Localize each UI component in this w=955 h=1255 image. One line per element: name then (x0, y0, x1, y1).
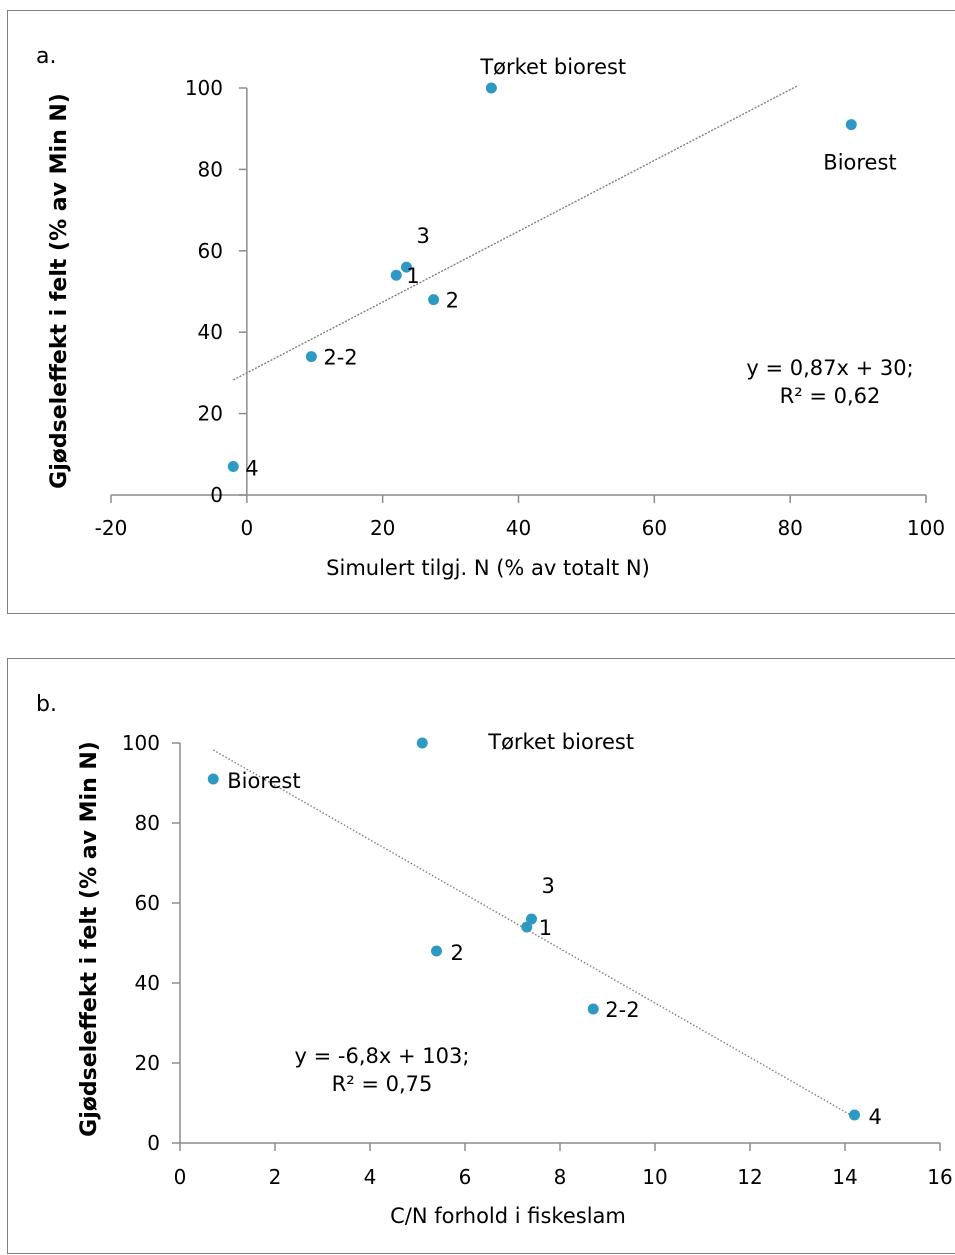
x-tick-label: 16 (927, 1165, 952, 1189)
data-point (305, 351, 317, 363)
data-point (845, 119, 857, 131)
x-tick-label: 10 (642, 1165, 667, 1189)
x-tick-label: 0 (240, 516, 253, 540)
x-tick-label: 0 (174, 1165, 187, 1189)
data-point (227, 461, 239, 473)
data-point-label: 1 (406, 264, 419, 288)
x-tick-label: 60 (642, 516, 667, 540)
data-point-label: 2-2 (323, 346, 357, 370)
x-tick-label: 6 (459, 1165, 472, 1189)
data-point (416, 737, 428, 749)
y-tick-label: 60 (135, 891, 160, 915)
trendline (232, 85, 798, 381)
data-point (526, 913, 537, 925)
x-axis-title: Simulert tilgj. N (% av totalt N) (326, 556, 650, 580)
panel-label: a. (36, 44, 56, 69)
y-tick-label: 0 (210, 483, 223, 507)
y-axis-title: Gjødseleffekt i felt (% av Min N) (77, 741, 102, 1137)
data-point (521, 921, 533, 933)
y-axis-title: Gjødseleffekt i felt (% av Min N) (47, 93, 72, 489)
scatter-chart-a: a. -20 0 20 40 60 80 100 0 20 40 60 80 100 Tørket bior… (36, 44, 945, 580)
data-point (587, 1003, 599, 1015)
x-tick-label: 14 (832, 1165, 857, 1189)
y-tick-label: 60 (198, 239, 223, 263)
data-point-label: 3 (542, 874, 555, 898)
y-tick-label: 100 (185, 76, 223, 100)
data-point (485, 82, 497, 94)
x-tick-label: 2 (269, 1165, 282, 1189)
x-tick-label: 80 (777, 516, 802, 540)
data-point-label: 1 (539, 916, 552, 940)
data-point (400, 261, 412, 273)
y-tick-label: 100 (122, 731, 160, 755)
chart-panel-b: b. 0 2 4 6 8 10 12 14 16 0 20 40 60 80 100 Tørket biores… (7, 658, 955, 1254)
data-point-label: 4 (245, 457, 258, 481)
x-axis-title: C/N forhold i fiskeslam (390, 1204, 626, 1228)
data-point (390, 269, 402, 281)
data-point-label: 3 (416, 224, 429, 248)
trendline (212, 749, 855, 1118)
panel-label: b. (36, 692, 57, 717)
y-tick-label: 40 (135, 971, 160, 995)
data-point (431, 945, 442, 957)
x-tick-label: -20 (95, 516, 128, 540)
data-point-label: Biorest (227, 769, 300, 793)
trendline-equation: y = 0,87x + 30; (746, 356, 913, 380)
y-tick-label: 40 (198, 320, 223, 344)
x-tick-label: 100 (907, 516, 945, 540)
y-tick-label: 80 (198, 157, 223, 181)
trendline-equation: R² = 0,75 (332, 1072, 433, 1096)
data-point-label: 4 (869, 1105, 882, 1129)
data-point-label: 2 (446, 289, 459, 313)
y-tick-label: 20 (198, 402, 223, 426)
data-point-label: 2-2 (605, 998, 639, 1022)
y-tick-label: 80 (135, 811, 160, 835)
x-tick-label: 20 (370, 516, 395, 540)
data-point (849, 1109, 860, 1121)
y-tick-label: 20 (135, 1051, 160, 1075)
trendline-equation: R² = 0,62 (780, 384, 881, 408)
trendline-equation: y = -6,8x + 103; (295, 1044, 470, 1068)
data-point-label: Tørket biorest (479, 55, 626, 79)
data-point (207, 773, 219, 785)
data-point-label: Tørket biorest (487, 730, 634, 754)
x-tick-label: 4 (364, 1165, 377, 1189)
y-tick-label: 0 (147, 1131, 160, 1155)
x-tick-label: 40 (506, 516, 531, 540)
chart-panel-a: a. -20 0 20 40 60 80 100 0 20 40 60 80 100 Tørket bior… (7, 10, 955, 614)
data-point (428, 294, 440, 306)
data-point-label: 2 (451, 941, 464, 965)
x-tick-label: 8 (554, 1165, 567, 1189)
x-tick-label: 12 (737, 1165, 762, 1189)
data-point-label: Biorest (823, 151, 896, 175)
